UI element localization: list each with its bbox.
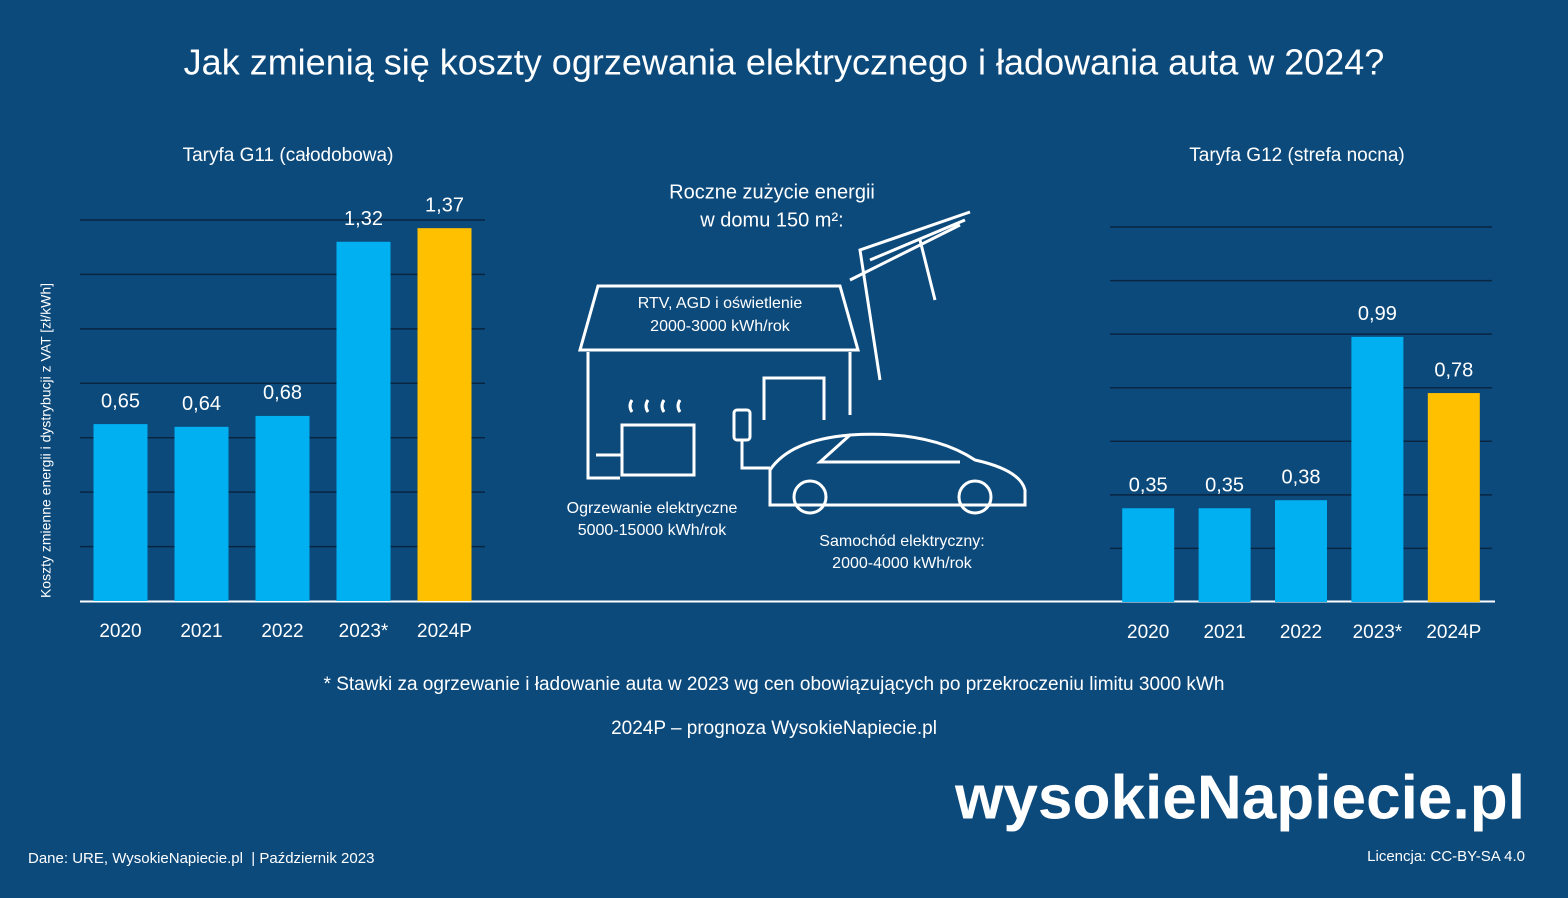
bar [417,228,472,601]
bar [1122,508,1175,602]
radiator [620,423,696,477]
bar [93,424,148,601]
illustration-heading: w domu 150 m²: [699,209,843,231]
value-label: 0,78 [1434,359,1473,381]
illustration-label: 5000-15000 kWh/rok [578,522,728,539]
value-label: 1,32 [344,208,383,230]
x-tick-label: 2020 [1127,622,1169,643]
illustration-label: RTV, AGD i oświetlenie [638,295,803,312]
house [578,284,860,480]
bar [1351,336,1404,602]
value-label: 0,35 [1129,475,1168,497]
x-tick-label: 2022 [261,621,303,642]
illustration-label: Samochód elektryczny: [819,533,984,550]
wheel [792,479,828,515]
illustration-label: Ogrzewanie elektryczne [567,500,738,517]
value-label: 0,38 [1282,466,1321,488]
footnote: * Stawki za ogrzewanie i ładowanie auta … [324,674,1225,695]
footnote: 2024P – prognoza WysokieNapiecie.pl [611,718,937,739]
wheel [957,479,993,515]
x-tick-label: 2020 [99,621,141,642]
chart-title: Taryfa G11 (całodobowa) [183,145,394,166]
x-tick-label: 2021 [1203,622,1245,643]
value-label: 0,68 [263,382,302,404]
value-label: 0,35 [1205,475,1244,497]
car [740,432,1027,507]
value-label: 0,64 [182,393,221,415]
illustration-label: 2000-3000 kWh/rok [650,318,791,335]
power-pole [849,210,971,381]
bar [1198,508,1251,602]
license: Licencja: CC-BY-SA 4.0 [1367,848,1525,865]
y-axis-label: Koszty zmienne energii i dystrybucji z V… [38,283,54,598]
value-label: 0,99 [1358,303,1397,325]
x-tick-label: 2022 [1280,622,1322,643]
x-tick-label: 2024P [417,621,472,642]
bar [174,426,229,601]
bar [336,241,391,601]
value-label: 1,37 [425,194,464,216]
bar [1427,393,1480,602]
x-tick-label: 2023* [1353,622,1403,643]
x-tick-label: 2024P [1426,622,1481,643]
bar [255,415,310,601]
title: Jak zmienią się koszty ogrzewania elektr… [184,42,1385,83]
x-tick-label: 2023* [339,621,389,642]
logo: wysokieNapiecie.pl [954,763,1525,832]
heat [596,399,682,457]
chart-title: Taryfa G12 (strefa nocna) [1189,145,1404,166]
value-label: 0,65 [101,390,140,412]
source: Dane: URE, WysokieNapiecie.pl | Paździer… [28,850,374,867]
x-tick-label: 2021 [180,621,222,642]
illustration-drawing [578,210,1027,515]
illustration-heading: Roczne zużycie energii [669,181,875,203]
bar [1275,500,1327,602]
illustration-label: 2000-4000 kWh/rok [832,555,973,572]
